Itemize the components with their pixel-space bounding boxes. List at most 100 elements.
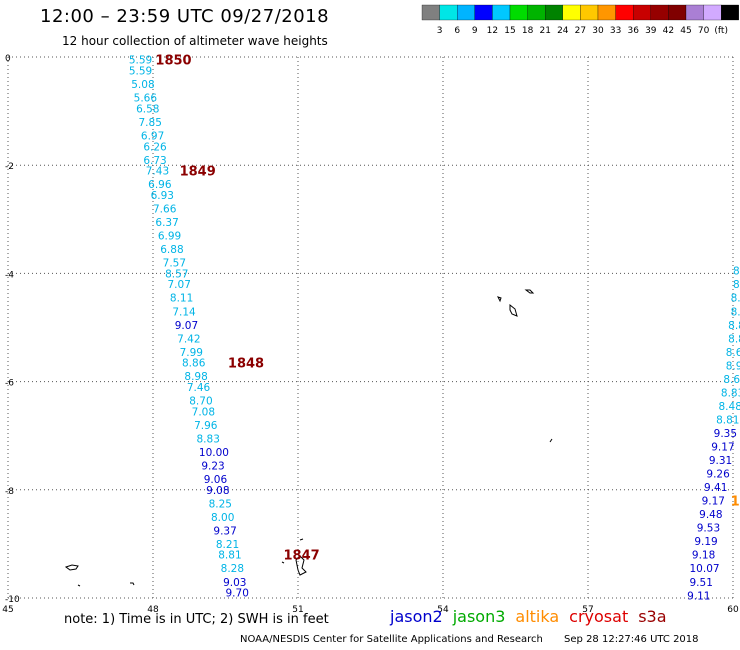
- color-swatch: [703, 4, 722, 21]
- wave-height-label: 8.98: [184, 371, 207, 383]
- wave-height-label: 6.37: [155, 217, 178, 229]
- wave-height-label: 6.96: [148, 179, 172, 191]
- wave-height-label: 7.43: [146, 166, 169, 178]
- wave-height-label: 6.93: [151, 190, 174, 202]
- footer-timestamp: Sep 28 12:27:46 UTC 2018: [564, 634, 699, 645]
- wave-height-label: 9.31: [709, 455, 732, 467]
- color-scale-label: 9: [472, 26, 478, 36]
- wave-height-label: 9.70: [226, 588, 249, 600]
- wave-height-label: 8.8: [728, 333, 740, 345]
- wave-height-label: 9.35: [714, 428, 737, 440]
- wave-height-label: 8.: [731, 293, 740, 305]
- wave-height-label: 9.08: [206, 485, 229, 497]
- wave-height-label: 8.25: [209, 498, 232, 510]
- page-subtitle: 12 hour collection of altimeter wave hei…: [62, 34, 328, 48]
- legend-jason3: jason3: [452, 607, 506, 626]
- color-swatch: [421, 4, 440, 21]
- island-outline: [281, 561, 285, 564]
- wave-height-label: 9.17: [711, 442, 734, 454]
- island-outline: [64, 564, 79, 571]
- wave-height-label: 10.07: [690, 563, 720, 575]
- wave-height-label: 9.07: [175, 320, 198, 332]
- wave-height-label: 7.99: [180, 347, 203, 359]
- wave-height-label: 8.21: [216, 539, 239, 551]
- wave-height-label: 8: [733, 266, 740, 278]
- wave-height-label: 7.14: [172, 306, 196, 318]
- wave-height-label: 6.88: [160, 244, 183, 256]
- color-swatch: [721, 4, 739, 21]
- wave-height-label: 7.08: [192, 406, 215, 418]
- wave-height-label: 8.81: [716, 414, 739, 426]
- wave-height-label: 10.00: [199, 447, 229, 459]
- pass-number-label: 13: [731, 495, 740, 510]
- island-outline: [524, 289, 535, 294]
- wave-height-label: 8.11: [170, 293, 193, 305]
- footer-credit: NOAA/NESDIS Center for Satellite Applica…: [240, 634, 543, 645]
- wave-height-label: 8.8: [728, 320, 740, 332]
- color-scale-label: 45: [680, 26, 691, 36]
- wave-height-label: 8.93: [726, 360, 740, 372]
- wave-height-label: 7.57: [163, 258, 186, 270]
- color-swatch: [633, 4, 651, 21]
- grid: [7, 56, 734, 599]
- x-tick-label: 51: [292, 605, 303, 615]
- wave-height-label: 9.11: [687, 590, 710, 602]
- y-tick-label: -6: [5, 379, 14, 389]
- legend-cryosat: cryosat: [569, 607, 629, 626]
- color-scale-label: (ft): [714, 26, 728, 36]
- wave-height-label: 9.26: [706, 469, 730, 481]
- wave-height-label: 9.17: [702, 496, 725, 508]
- island-outline: [77, 584, 81, 587]
- color-swatch: [615, 4, 634, 21]
- color-swatch: [562, 4, 581, 21]
- y-tick-label: -2: [5, 162, 14, 172]
- color-swatch: [580, 4, 599, 21]
- pass-number-label: 1847: [284, 549, 320, 564]
- wave-height-label: 9.48: [699, 509, 722, 521]
- color-swatch: [474, 4, 493, 21]
- wave-height-label: 6.99: [158, 231, 181, 243]
- wave-height-label: 6.26: [143, 141, 167, 153]
- color-scale-label: 42: [663, 26, 674, 36]
- legend-s3a: s3a: [638, 607, 667, 626]
- wave-height-label: 9.19: [694, 536, 717, 548]
- y-tick-label: -10: [5, 595, 20, 605]
- wave-height-label: 8.: [733, 279, 740, 291]
- color-scale-label: 12: [487, 26, 498, 36]
- wave-height-label: 7.85: [139, 117, 162, 129]
- color-scale-label: 24: [557, 26, 569, 36]
- wave-height-label: 9.03: [223, 577, 246, 589]
- color-scale-label: 18: [522, 26, 534, 36]
- wave-height-label: 6.97: [141, 130, 164, 142]
- wave-height-label: 6.73: [143, 155, 166, 167]
- island-outline: [509, 303, 518, 317]
- wave-height-label: 9.06: [204, 474, 228, 486]
- island-outline: [497, 296, 502, 303]
- wave-height-label: 8.57: [165, 268, 188, 280]
- pass-number-label: 1848: [228, 357, 264, 372]
- color-swatch: [545, 4, 563, 21]
- wave-height-label: 8.00: [211, 512, 234, 524]
- land-outlines: [64, 289, 553, 587]
- x-tick-label: 48: [147, 605, 159, 615]
- wave-height-label: 9.18: [692, 550, 715, 562]
- wave-height-label: 6.58: [136, 103, 159, 115]
- wave-height-label: 9.23: [201, 460, 224, 472]
- wave-height-label: 8.83: [197, 433, 220, 445]
- y-tick-label: -8: [5, 487, 14, 497]
- pass-number-label: 1849: [180, 165, 216, 180]
- note-text: note: 1) Time is in UTC; 2) SWH is in fe…: [64, 612, 329, 627]
- island-outline: [549, 438, 553, 443]
- wave-height-label: 5.59: [129, 66, 152, 78]
- color-swatch: [597, 4, 616, 21]
- color-swatch: [650, 4, 669, 21]
- y-tick-label: 0: [5, 54, 11, 64]
- color-scale-label: 21: [539, 26, 550, 36]
- island-outline: [299, 538, 304, 541]
- x-tick-label: 60: [727, 605, 739, 615]
- color-swatch: [685, 4, 704, 21]
- wave-height-label: 9.37: [213, 525, 236, 537]
- color-scale-label: 36: [627, 26, 639, 36]
- wave-height-label: 5.08: [131, 79, 154, 91]
